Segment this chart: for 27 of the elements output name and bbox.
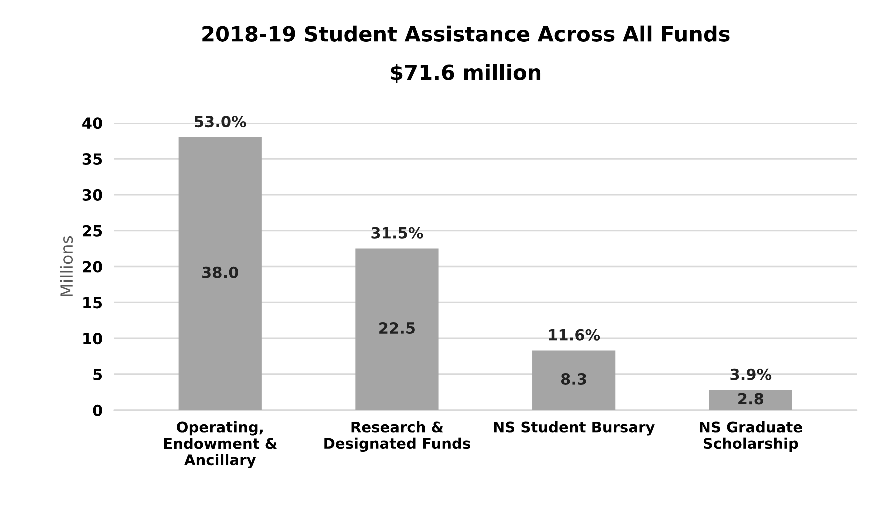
annotation: 3.9% — [730, 368, 772, 380]
annotation: 11.6% — [549, 329, 600, 341]
x-tick-label: Research & Designated Funds — [324, 422, 470, 452]
y-axis-title: Millions — [60, 236, 74, 296]
x-tick-label: Operating, Endowment & Ancillary — [164, 422, 278, 469]
annotation: 31.5% — [372, 227, 424, 239]
bar — [178, 137, 262, 410]
data-label: 22.5 — [380, 322, 416, 334]
data-label: 2.8 — [738, 393, 764, 405]
data-label: 8.3 — [561, 373, 586, 386]
chart-title: 2018-19 Student Assistance Across All Funds — [202, 26, 730, 42]
y-tick-label: 40 — [82, 118, 102, 130]
y-tick-label: 15 — [84, 297, 102, 309]
y-tick-label: 0 — [93, 404, 102, 416]
y-tick-label: 5 — [94, 369, 102, 381]
y-tick-label: 30 — [82, 189, 102, 201]
x-tick-label: NS Graduate Scholarship — [700, 422, 802, 452]
chart-subtitle: $71.6 million — [391, 64, 541, 84]
data-label: 38.0 — [202, 266, 238, 278]
bar — [356, 248, 439, 410]
y-tick-label: 35 — [82, 153, 102, 166]
bar — [532, 350, 616, 410]
y-tick-label: 10 — [84, 333, 102, 345]
annotation: 53.0% — [195, 116, 246, 128]
y-tick-label: 20 — [83, 261, 102, 273]
x-tick-label: NS Student Bursary — [494, 422, 655, 436]
y-tick-label: 25 — [83, 225, 102, 237]
